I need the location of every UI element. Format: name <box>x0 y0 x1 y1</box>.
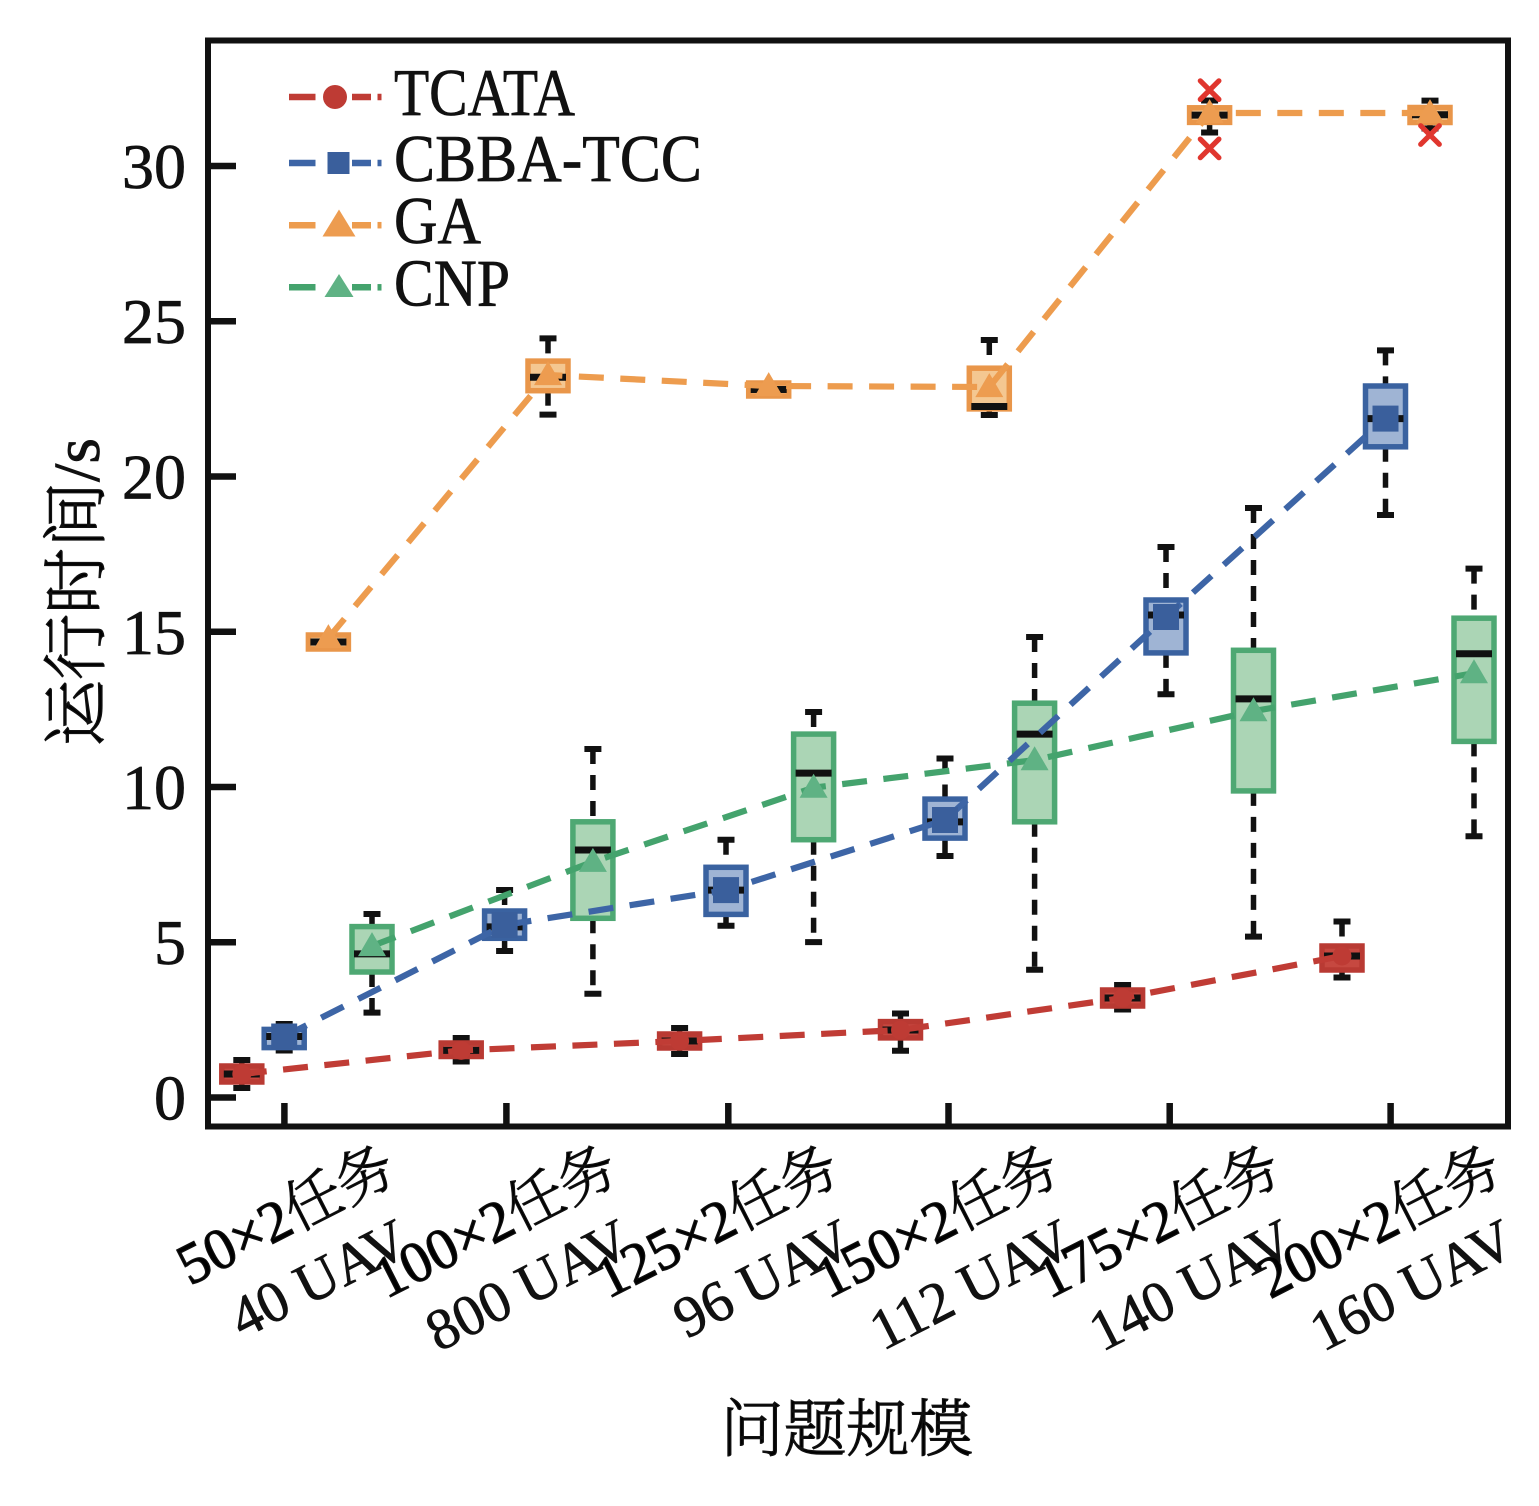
svg-text:/s: /s <box>41 438 114 482</box>
svg-text:20: 20 <box>122 442 186 513</box>
svg-text:TCATA: TCATA <box>394 56 575 130</box>
svg-text:10: 10 <box>122 752 186 823</box>
svg-text:30: 30 <box>122 131 186 202</box>
svg-text:25: 25 <box>122 286 186 357</box>
svg-text:CNP: CNP <box>394 246 510 320</box>
svg-text:0: 0 <box>154 1063 186 1134</box>
svg-text:5: 5 <box>154 907 186 978</box>
svg-text:15: 15 <box>122 597 186 668</box>
